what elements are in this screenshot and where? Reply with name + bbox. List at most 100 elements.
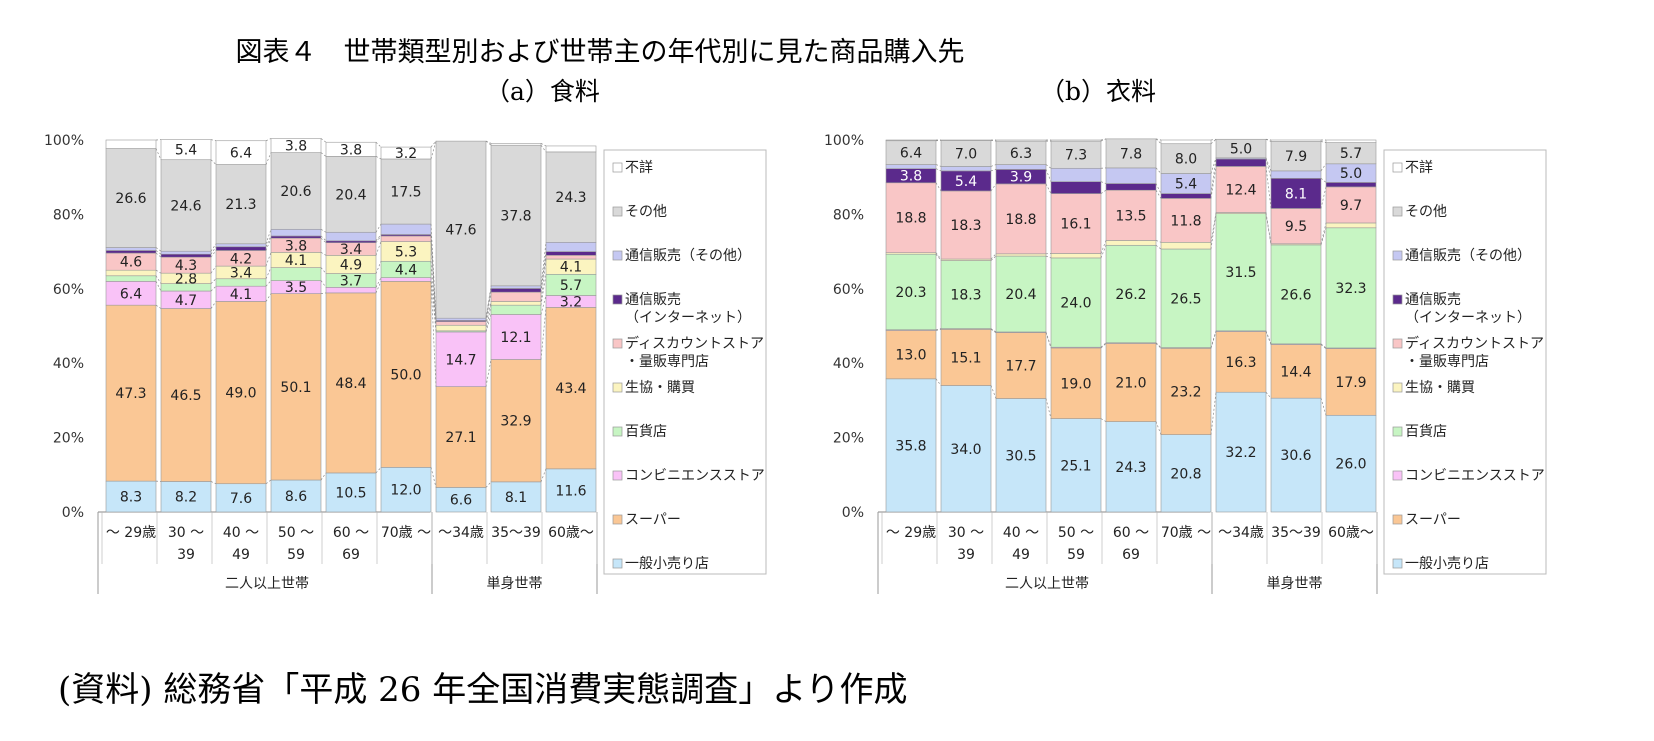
clothing-data-label: 18.3 (950, 218, 981, 234)
clothing-data-label: 26.5 (1170, 291, 1201, 307)
food-bar-segment (545, 468, 597, 513)
clothing-connector-line (1045, 398, 1052, 419)
food-bar-segment (435, 321, 487, 326)
food-data-label: 50.0 (390, 367, 421, 383)
food-data-label: 12.1 (500, 330, 531, 346)
clothing-bar-segment (1270, 141, 1322, 172)
food-connector-line (320, 267, 327, 274)
food-legend-entry: 通信販売（その他） (625, 248, 751, 264)
food-bar-segment (270, 293, 322, 481)
food-connector-line (540, 144, 547, 153)
food-bar-segment (270, 138, 322, 153)
food-connector-line (155, 304, 162, 309)
clothing-x-tick-label: ～ 29歳 (886, 525, 936, 541)
clothing-data-label: 15.1 (950, 350, 981, 366)
clothing-bar-segment (1325, 186, 1377, 224)
food-data-label: 50.1 (280, 380, 311, 396)
clothing-connector-line (990, 253, 997, 260)
clothing-bar-segment (1050, 418, 1102, 513)
food-x-tick-label: 59 (287, 547, 305, 563)
food-bar-segment (270, 228, 322, 237)
food-legend-swatch (612, 558, 623, 569)
food-bar-segment (160, 253, 212, 258)
clothing-bar-segment (885, 164, 937, 169)
clothing-data-label: 8.0 (1175, 152, 1197, 168)
food-connector-line (265, 267, 272, 279)
food-bar-segment (215, 301, 267, 485)
food-legend-entry: スーパー (625, 512, 681, 528)
clothing-connector-line (1155, 421, 1162, 435)
food-bar-segment (325, 472, 377, 513)
food-bar-segment (380, 158, 432, 225)
food-data-label: 8.3 (120, 490, 142, 506)
food-data-label: 5.4 (175, 143, 197, 159)
food-bar-segment (105, 275, 157, 282)
clothing-data-label: 18.3 (950, 288, 981, 304)
food-data-label: 20.4 (335, 187, 366, 203)
clothing-x-tick-label: 49 (1012, 547, 1030, 563)
clothing-data-label: 21.0 (1115, 376, 1146, 392)
clothing-x-tick-label: 50 ～ (1058, 525, 1094, 541)
food-bar-segment (215, 140, 267, 165)
clothing-bar-segment (995, 255, 1047, 333)
food-connector-line (155, 252, 162, 258)
clothing-bar-segment (940, 385, 992, 513)
food-bar-segment (270, 267, 322, 281)
clothing-data-label: 32.2 (1225, 445, 1256, 461)
clothing-connector-line (1045, 169, 1052, 182)
clothing-legend-swatch (1392, 426, 1403, 437)
clothing-data-label: 6.4 (900, 146, 922, 162)
clothing-data-label: 7.9 (1285, 149, 1307, 165)
clothing-data-label: 30.5 (1005, 448, 1036, 464)
clothing-connector-line (990, 140, 997, 142)
clothing-bar-segment (995, 164, 1047, 170)
food-connector-line (540, 258, 547, 302)
clothing-bar-segment (1270, 208, 1322, 245)
food-bar-segment (380, 235, 432, 242)
clothing-group-label: 単身世帯 (1267, 576, 1323, 592)
food-bar-segment (490, 288, 542, 293)
food-bar-segment (380, 146, 432, 160)
food-x-tick-label: ～ 29歳 (106, 525, 156, 541)
clothing-connector-line (935, 253, 942, 261)
clothing-bar-segment (940, 140, 992, 167)
clothing-connector-line (1265, 157, 1272, 172)
clothing-bar-segment (995, 332, 1047, 399)
food-bar-segment (435, 487, 487, 513)
clothing-data-label: 5.4 (955, 174, 977, 190)
food-data-label: 6.6 (450, 493, 472, 509)
clothing-bar-segment (1215, 391, 1267, 513)
clothing-legend-swatch (1392, 514, 1403, 525)
food-y-tick-label: 80% (53, 207, 84, 223)
food-bar-segment (105, 139, 157, 149)
food-bar-segment (435, 140, 487, 319)
clothing-bar-segment (885, 378, 937, 513)
food-connector-line (210, 243, 217, 252)
food-connector-line (210, 139, 217, 142)
food-bar-segment (490, 143, 542, 146)
clothing-y-tick-label: 60% (833, 282, 864, 298)
clothing-connector-line (1210, 158, 1217, 194)
food-bar-segment (325, 292, 377, 474)
clothing-data-label: 3.8 (900, 169, 922, 185)
food-bar-segment (105, 148, 157, 248)
clothing-connector-line (1320, 227, 1327, 246)
clothing-connector-line (1155, 342, 1162, 348)
clothing-x-tick-label: 40 ～ (1003, 525, 1039, 541)
clothing-bar-segment (1105, 421, 1157, 513)
food-legend-box (603, 149, 767, 575)
food-data-label: 6.4 (230, 146, 252, 162)
clothing-connector-line (1100, 342, 1107, 348)
clothing-legend-entry: その他 (1405, 204, 1447, 220)
clothing-connector-line (1210, 330, 1217, 348)
clothing-bar-segment (1160, 348, 1212, 435)
food-data-label: 3.2 (560, 294, 582, 310)
clothing-data-label: 23.2 (1170, 384, 1201, 400)
food-x-tick-label: 60 ～ (333, 525, 369, 541)
food-connector-line (485, 288, 492, 321)
clothing-connector-line (935, 168, 942, 172)
clothing-legend-entry: 生協・購買 (1405, 380, 1475, 396)
food-y-tick-label: 40% (53, 356, 84, 372)
clothing-data-label: 30.6 (1280, 448, 1311, 464)
food-legend-swatch (612, 206, 623, 217)
